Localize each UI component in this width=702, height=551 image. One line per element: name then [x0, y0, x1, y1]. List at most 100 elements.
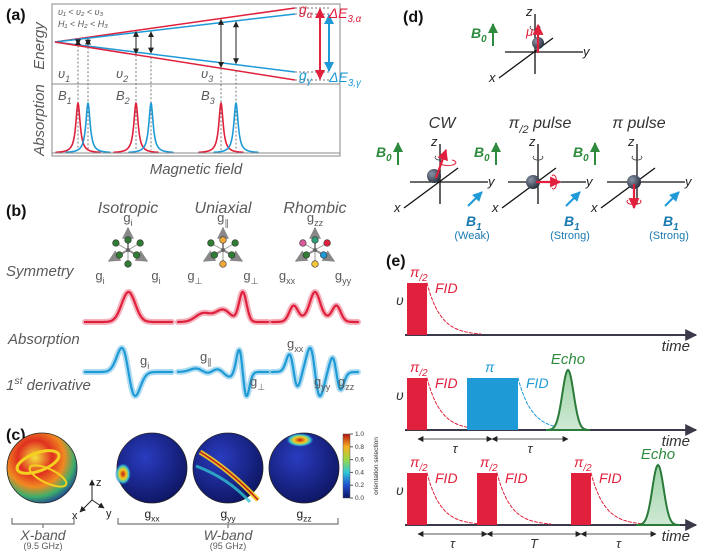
fid-decay	[426, 472, 482, 525]
g-label-part: ∥	[224, 218, 229, 228]
precession	[551, 174, 558, 190]
axis-label: y	[582, 44, 591, 59]
pulse-label-part: π	[480, 454, 490, 470]
field-label: B1	[58, 88, 72, 106]
axis-label: y	[487, 174, 496, 189]
sphere-label-part: g	[220, 507, 227, 521]
g-label: gzz	[338, 374, 355, 392]
pulse-label: π/2	[480, 454, 498, 474]
g-label-part: g	[287, 336, 294, 351]
b0-label-part: B	[573, 144, 583, 160]
b1-arrow	[664, 191, 680, 207]
g-label: gyy	[314, 374, 331, 392]
derivative-curve	[83, 346, 174, 398]
panel-label: (b)	[6, 203, 26, 220]
absorption-peak	[198, 102, 244, 154]
g-label-part: yy	[321, 382, 331, 392]
field-label-part: B	[201, 88, 210, 103]
pulse-label: π	[485, 359, 495, 375]
gap-label-part: ΔE	[328, 5, 348, 21]
interval-label: τ	[616, 536, 622, 551]
sphere-label-part: g	[144, 507, 151, 521]
row-label-part: st	[14, 375, 23, 387]
gap-label: ΔE3,γ	[328, 69, 362, 89]
precession	[626, 199, 642, 206]
frequency-label-part: 3	[208, 74, 213, 84]
pulse-label-part: /2	[418, 368, 428, 379]
fid-label: FID	[435, 375, 458, 391]
pulse	[407, 283, 427, 335]
axis-label: z	[528, 134, 536, 149]
b1-label-part: B	[564, 213, 574, 229]
scheme-title-part: pulse	[529, 115, 572, 132]
pulse-label-part: π	[410, 264, 420, 280]
field-label: B3	[201, 88, 215, 106]
ligand-dot	[133, 251, 141, 259]
fid-decay	[590, 472, 646, 525]
echo-label: Echo	[551, 351, 585, 368]
axis-label: time	[662, 528, 690, 545]
gap-label-part: ΔE	[328, 69, 348, 85]
axis	[600, 167, 656, 209]
selection-spot	[286, 433, 314, 447]
colorbar-tick-label: 1.0	[355, 431, 364, 438]
scheme-title-part: /2	[518, 124, 529, 136]
fid-decay	[496, 472, 552, 525]
pulse	[571, 473, 591, 525]
axis	[403, 167, 459, 209]
axis-label: y	[585, 174, 594, 189]
absorption-curve	[176, 290, 270, 324]
g-label-part: i	[131, 218, 133, 228]
precession	[439, 159, 457, 167]
bracket	[11, 518, 75, 528]
colorbar	[342, 433, 351, 499]
level-label: gγ	[299, 67, 313, 87]
g-label: g⊥	[243, 268, 258, 286]
level-label-part: g	[299, 1, 307, 17]
b0-label: B0	[474, 144, 490, 164]
absorption-glow	[269, 289, 361, 325]
axis-label: y	[106, 508, 112, 520]
pulse	[477, 473, 497, 525]
g-label-part: g	[279, 268, 286, 283]
b0-label-part: 0	[484, 153, 490, 164]
pulse-label: π/2	[410, 264, 428, 284]
derivative-curve	[270, 346, 360, 398]
interval-label: τ	[450, 536, 456, 551]
axis-label: z	[627, 134, 635, 149]
g-label-part: zz	[345, 382, 355, 392]
frequency-label-part: 1	[65, 74, 70, 84]
frequency-label-part: υ	[201, 66, 208, 81]
pulse-label-part: /2	[582, 463, 592, 474]
center-dot	[313, 248, 317, 252]
pulse-label-part: π	[410, 454, 420, 470]
pulse-label-part: /2	[418, 273, 428, 284]
ligand-dot	[311, 260, 319, 268]
absorption-curve	[83, 290, 174, 324]
panel-label: (e)	[386, 253, 406, 270]
ligand-dot	[219, 260, 227, 268]
strength-label: (Strong)	[550, 230, 590, 242]
fid-label: FID	[435, 280, 458, 296]
pulse	[407, 378, 427, 430]
g-label: gi	[151, 268, 160, 286]
ligand-dot	[124, 260, 132, 268]
g-label-part: g	[200, 349, 207, 364]
condition: H₁ < H₂ < H₃	[58, 19, 108, 29]
ligand-dot	[219, 236, 227, 244]
interval-label: τ	[453, 441, 459, 456]
rotation-arc	[631, 155, 643, 161]
fid-label: FID	[599, 470, 622, 486]
selection-band	[199, 451, 259, 501]
gap-label-part: 3,γ	[348, 78, 362, 89]
row-label: Absorption	[7, 331, 80, 348]
g-label: g⊥	[187, 268, 202, 286]
sphere	[268, 432, 340, 504]
panel-label: (a)	[6, 7, 26, 24]
ligand-dot	[320, 251, 328, 259]
g-label-part: g	[335, 268, 342, 283]
colorbar-title: orientation selection	[373, 437, 380, 495]
pulse	[467, 378, 518, 430]
frequency-label: υ3	[201, 66, 213, 84]
energy-level	[54, 41, 296, 81]
